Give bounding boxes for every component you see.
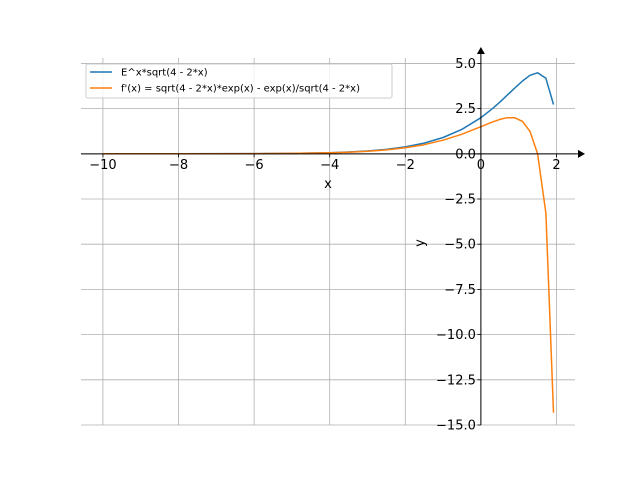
y-tick-label: 0.0 (455, 147, 476, 162)
y-axis-label: y (413, 239, 428, 247)
x-axis-label: x (324, 177, 332, 192)
legend-frame (85, 63, 393, 99)
y-tick-label: −7.5 (444, 283, 476, 298)
y-tick-label: −12.5 (436, 373, 476, 388)
y-tick-label: 2.5 (455, 102, 476, 117)
legend: E^x*sqrt(4 - 2*x) f'(x) = sqrt(4 - 2*x)*… (85, 63, 393, 99)
y-axis-arrow-icon (476, 47, 485, 54)
x-tick-label: −10 (89, 158, 116, 173)
legend-label-1: f'(x) = sqrt(4 - 2*x)*exp(x) - exp(x)/sq… (121, 84, 360, 95)
grid (81, 58, 575, 426)
x-tick-label: −6 (245, 158, 264, 173)
ticks: −10 −8 −6 −4 −2 0 2 5.0 2.5 0.0 −2.5 −5.0 −7.5 −10.0 −… (89, 57, 560, 434)
y-tick-label: −5.0 (444, 238, 476, 253)
series-line-1 (102, 116, 555, 413)
axes (81, 47, 585, 425)
legend-label-0: E^x*sqrt(4 - 2*x) (121, 68, 208, 79)
x-tick-label: −4 (320, 158, 339, 173)
x-tick-label: 0 (477, 158, 485, 173)
y-tick-label: −2.5 (444, 193, 476, 208)
x-tick-label: −8 (169, 158, 188, 173)
series-lines (102, 72, 555, 413)
y-tick-label: −10.0 (436, 328, 476, 343)
x-tick-label: −2 (396, 158, 415, 173)
y-tick-label: 5.0 (455, 57, 476, 72)
x-tick-label: 2 (552, 158, 560, 173)
y-tick-label: −15.0 (436, 419, 476, 434)
x-axis-arrow-icon (578, 149, 585, 158)
